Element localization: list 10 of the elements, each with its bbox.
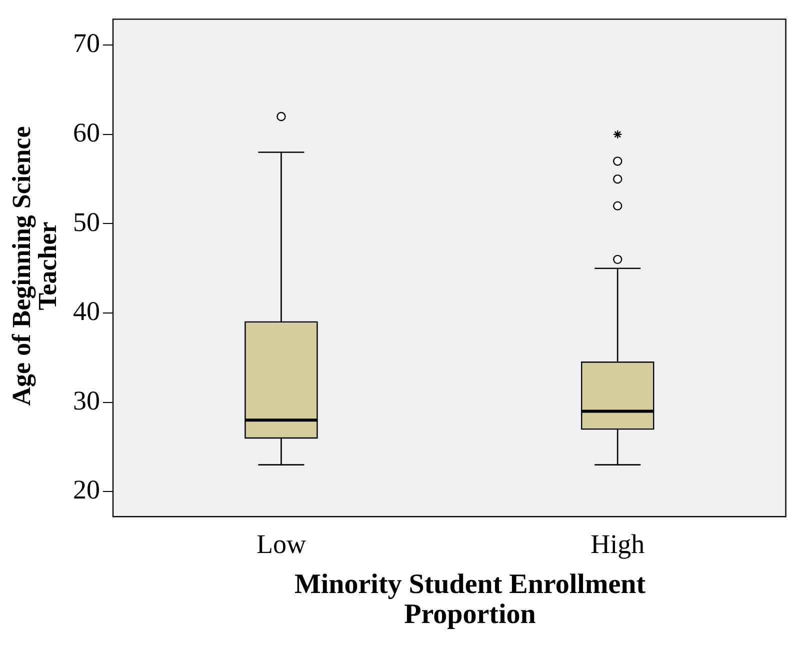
x-tick-label: Low xyxy=(256,528,306,559)
y-axis-title: Age of Beginning Science Teacher xyxy=(7,125,62,408)
y-tick-label: 70 xyxy=(73,28,100,58)
y-tick-label: 40 xyxy=(73,296,100,326)
x-axis-title: Minority Student Enrollment Proportion xyxy=(293,569,647,630)
y-tick-label: 50 xyxy=(73,206,100,237)
y-tick-label: 30 xyxy=(73,385,100,416)
x-tick-label: High xyxy=(590,528,646,559)
y-tick-label: 60 xyxy=(73,117,100,148)
y-tick-label: 20 xyxy=(73,474,100,505)
